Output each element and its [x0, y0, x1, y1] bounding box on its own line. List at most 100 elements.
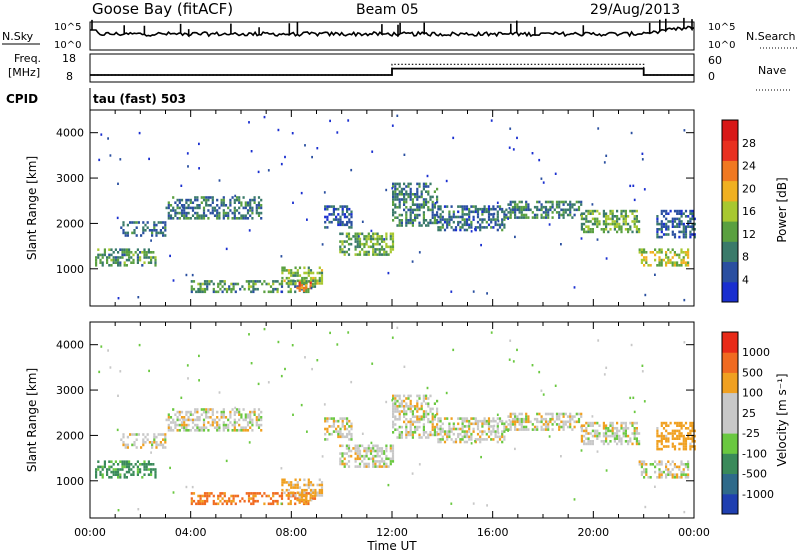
echo-cell	[446, 432, 449, 436]
echo-cell	[691, 440, 694, 443]
echo-cell	[324, 220, 327, 224]
echo-cell	[108, 468, 111, 471]
echo-cell	[337, 218, 340, 221]
echo-cell	[472, 210, 475, 214]
echo-cell	[459, 226, 462, 229]
echo-cell	[312, 491, 315, 495]
echo-cell	[146, 433, 149, 436]
echo-cell	[627, 427, 630, 430]
echo-cell	[562, 208, 565, 212]
echo-cell	[246, 217, 250, 220]
echo-cell	[450, 205, 453, 208]
echo-cell	[594, 421, 597, 425]
echo-cell	[411, 219, 414, 222]
echo-cell	[503, 422, 506, 426]
echo-cell	[673, 432, 677, 435]
echo-cell	[509, 213, 512, 217]
echo-cell	[591, 442, 594, 446]
echo-cell	[452, 228, 455, 232]
echo-cell	[303, 286, 306, 290]
echo-cell	[691, 209, 694, 213]
echo-cell	[407, 407, 410, 411]
echo-cell	[630, 343, 633, 347]
echo-cell	[569, 203, 572, 206]
echo-cell	[474, 228, 476, 231]
echo-cell	[281, 488, 284, 492]
echo-cell	[298, 478, 302, 482]
echo-cell	[678, 434, 681, 438]
echo-cell	[292, 274, 295, 277]
echo-cell	[389, 235, 392, 238]
echo-cell	[414, 431, 417, 434]
echo-cell	[257, 426, 261, 429]
echo-cell	[405, 224, 408, 227]
echo-cell	[607, 442, 610, 446]
echo-cell	[207, 209, 210, 212]
echo-cell	[501, 419, 504, 423]
echo-cell	[452, 213, 455, 216]
echo-cell	[361, 460, 364, 463]
echo-cell	[409, 433, 412, 437]
echo-cell	[256, 492, 259, 495]
echo-cell	[624, 429, 627, 433]
echo-cell	[253, 408, 256, 411]
echo-cell	[665, 225, 668, 228]
echo-cell	[106, 473, 109, 476]
echo-cell	[192, 499, 196, 503]
echo-cell	[403, 407, 406, 411]
echo-cell	[439, 427, 442, 431]
echo-cell	[287, 269, 291, 272]
echo-cell	[680, 421, 683, 425]
echo-cell	[573, 420, 576, 424]
echo-cell	[187, 377, 189, 380]
echo-cell	[691, 233, 694, 236]
echo-cell	[269, 290, 273, 294]
velocity-x-ticks	[89, 322, 695, 518]
echo-cell	[367, 232, 370, 236]
echo-cell	[238, 413, 241, 416]
echo-cell	[490, 207, 493, 211]
echo-cell	[396, 394, 399, 398]
echo-cell	[392, 219, 395, 222]
echo-cell	[494, 218, 497, 221]
echo-cell	[347, 248, 351, 251]
echo-cell	[394, 211, 397, 214]
echo-cell	[658, 256, 661, 259]
echo-cell	[676, 217, 679, 221]
echo-cell	[416, 216, 419, 219]
echo-cell	[689, 437, 692, 440]
echo-cell	[232, 494, 235, 498]
echo-cell	[372, 462, 375, 466]
echo-cell	[422, 431, 425, 434]
echo-cell	[620, 427, 623, 430]
echo-cell	[341, 454, 344, 458]
echo-cell	[494, 432, 497, 436]
echo-cell	[407, 394, 410, 398]
echo-cell	[198, 204, 201, 207]
echo-cell	[682, 470, 685, 474]
echo-cell	[314, 494, 317, 497]
echo-cell	[190, 502, 193, 506]
echo-cell	[520, 412, 523, 416]
echo-cell	[119, 370, 122, 373]
echo-cell	[125, 258, 128, 262]
echo-cell	[409, 198, 412, 201]
echo-cell	[433, 221, 436, 225]
echo-cell	[665, 424, 668, 427]
echo-cell	[135, 446, 138, 449]
echo-cell	[101, 261, 104, 264]
echo-cell	[429, 433, 432, 437]
y-tick-label: 2000	[56, 429, 84, 442]
echo-cell	[448, 435, 451, 439]
echo-cell	[403, 410, 406, 413]
echo-cell	[542, 423, 545, 426]
echo-cell	[324, 207, 327, 211]
echo-cell	[676, 476, 679, 479]
echo-cell	[605, 427, 608, 430]
echo-cell	[281, 276, 284, 280]
echo-cell	[564, 423, 567, 426]
echo-cell	[392, 420, 395, 424]
echo-cell	[132, 253, 135, 257]
echo-cell	[476, 432, 480, 436]
echo-cell	[425, 431, 428, 434]
